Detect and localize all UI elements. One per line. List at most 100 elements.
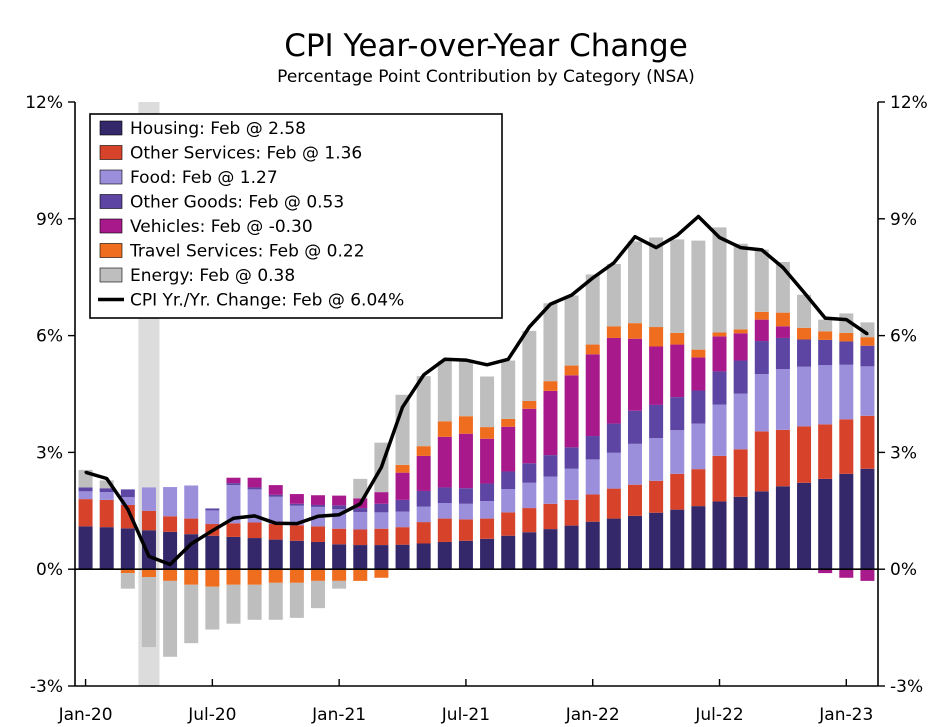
bar-energy-jun-20 [184, 584, 199, 644]
y-tick-label-left: -3% [30, 677, 63, 697]
legend-label-housing: Housing: Feb @ 2.58 [130, 119, 306, 139]
cpi-point-oct-20 [274, 522, 277, 525]
bar-vehicles-feb-22 [606, 337, 621, 424]
legend-swatch-energy [99, 267, 123, 283]
bar-food-feb-23 [860, 366, 875, 416]
bar-housing-dec-22 [818, 478, 833, 570]
bar-travel-services-feb-22 [606, 326, 621, 338]
cpi-point-jul-21 [464, 358, 468, 362]
bar-travel-services-may-22 [670, 332, 685, 345]
bar-housing-feb-22 [606, 518, 621, 570]
legend-swatch-other-goods [99, 194, 123, 209]
bar-energy-aug-21 [480, 376, 495, 428]
bar-housing-sep-21 [501, 535, 516, 570]
bar-food-feb-21 [353, 511, 368, 530]
bar-housing-jan-20 [78, 526, 93, 570]
bar-other-goods-jan-23 [839, 341, 854, 365]
bar-vehicles-apr-22 [649, 346, 664, 405]
bar-vehicles-feb-23 [860, 569, 875, 581]
bar-other-goods-oct-20 [268, 494, 283, 497]
cpi-point-feb-20 [105, 477, 108, 480]
bar-food-jan-22 [585, 459, 600, 495]
bar-travel-services-jul-20 [205, 569, 220, 587]
bar-housing-mar-21 [374, 545, 389, 570]
bar-energy-jan-21 [332, 580, 347, 589]
bar-food-may-20 [163, 487, 178, 517]
bar-housing-jan-22 [585, 521, 600, 570]
bar-energy-aug-22 [733, 243, 748, 330]
bar-other-goods-may-22 [670, 397, 685, 431]
cpi-point-feb-22 [612, 261, 616, 264]
bar-housing-aug-20 [226, 536, 241, 570]
cpi-point-apr-22 [654, 246, 658, 249]
bar-travel-services-oct-22 [775, 312, 790, 327]
bar-vehicles-sep-20 [247, 477, 262, 488]
bar-other-services-may-20 [163, 516, 178, 532]
bar-travel-services-mar-22 [627, 323, 642, 339]
bar-travel-services-dec-22 [818, 331, 833, 340]
legend-label-travel-services: Travel Services: Feb @ 0.22 [129, 242, 365, 262]
bar-travel-services-sep-20 [247, 569, 262, 585]
y-tick-label-right: 9% [890, 210, 917, 230]
cpi-point-may-21 [422, 373, 425, 377]
bar-food-jul-20 [205, 510, 220, 525]
cpi-point-nov-20 [295, 522, 299, 525]
bar-housing-dec-20 [311, 541, 326, 570]
bar-other-services-sep-20 [247, 522, 262, 539]
bar-other-services-aug-21 [480, 518, 495, 539]
bar-food-jun-21 [437, 503, 452, 519]
bar-other-services-jun-22 [691, 469, 706, 507]
cpi-point-apr-20 [147, 555, 151, 558]
cpi-point-oct-21 [528, 325, 531, 329]
bar-other-goods-jul-22 [712, 371, 727, 405]
bar-other-services-jul-21 [458, 519, 473, 541]
bar-energy-nov-22 [797, 294, 812, 328]
bar-travel-services-apr-20 [141, 569, 156, 577]
bar-energy-oct-22 [775, 262, 790, 313]
bar-food-aug-21 [480, 501, 495, 519]
bar-other-goods-mar-20 [120, 489, 135, 498]
cpi-point-jun-21 [443, 358, 447, 361]
bar-vehicles-jan-23 [839, 569, 854, 578]
cpi-point-mar-21 [380, 465, 383, 469]
bar-travel-services-nov-20 [289, 569, 304, 583]
bar-other-goods-nov-21 [543, 455, 558, 477]
bar-energy-feb-20 [99, 480, 114, 489]
cpi-point-sep-20 [253, 514, 256, 518]
cpi-point-jun-22 [697, 215, 700, 218]
bar-other-goods-sep-21 [501, 471, 516, 489]
cpi-point-jul-22 [718, 236, 721, 239]
bar-other-services-dec-20 [311, 526, 326, 542]
cpi-point-jul-20 [211, 529, 214, 532]
bar-food-oct-22 [775, 369, 790, 430]
bar-housing-mar-20 [120, 528, 135, 570]
bar-food-may-22 [670, 430, 685, 474]
bar-food-nov-20 [289, 505, 304, 526]
bar-travel-services-dec-21 [564, 365, 579, 376]
bar-other-services-nov-20 [289, 525, 304, 541]
bar-other-services-sep-21 [501, 512, 516, 536]
bar-vehicles-dec-22 [818, 569, 833, 574]
y-tick-label-right: 6% [890, 327, 917, 347]
bar-food-sep-20 [247, 489, 262, 523]
bar-food-may-21 [416, 506, 431, 523]
cpi-point-feb-21 [359, 502, 362, 505]
cpi-point-mar-22 [633, 235, 637, 238]
bar-vehicles-mar-22 [627, 338, 642, 411]
bar-energy-jul-20 [205, 586, 220, 630]
bar-housing-oct-20 [268, 539, 283, 570]
bar-travel-services-apr-22 [649, 327, 664, 347]
bar-travel-services-aug-20 [226, 569, 241, 585]
bar-vehicles-may-22 [670, 344, 685, 398]
bar-food-mar-21 [374, 512, 389, 529]
chart-subtitle: Percentage Point Contribution by Categor… [277, 67, 695, 87]
bar-housing-nov-22 [797, 482, 812, 570]
bar-other-services-jun-20 [184, 518, 199, 535]
y-tick-label-left: 6% [36, 327, 63, 347]
bar-other-goods-aug-22 [733, 360, 748, 394]
cpi-point-jan-20 [84, 471, 87, 474]
bar-vehicles-aug-20 [226, 477, 241, 484]
bar-energy-dec-22 [818, 319, 833, 332]
